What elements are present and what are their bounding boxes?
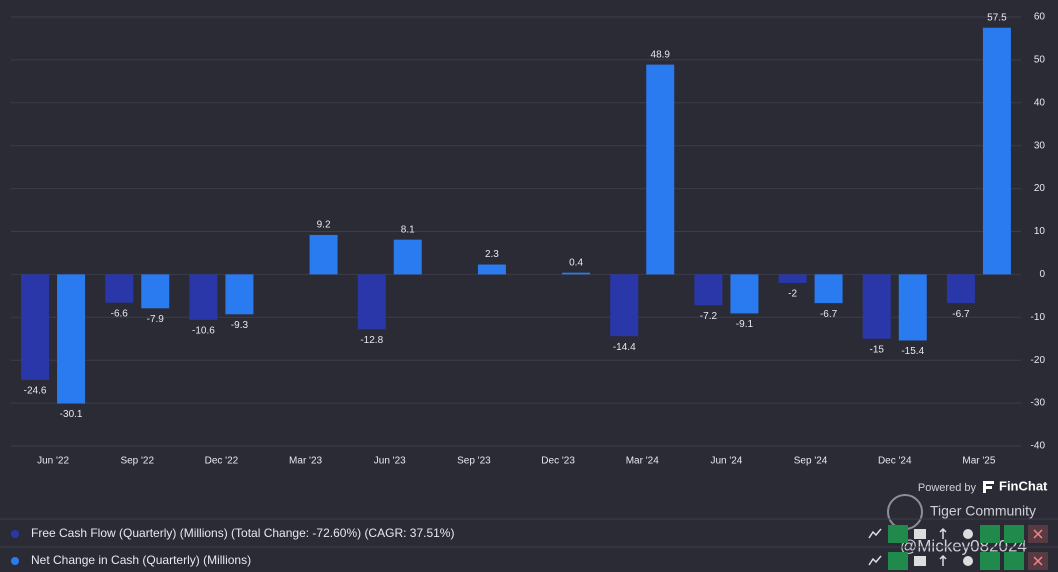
data-label: -6.6 <box>111 308 129 319</box>
brand-logo <box>983 481 994 493</box>
axis-icon[interactable] <box>914 556 926 566</box>
y-tick-label: -10 <box>1031 312 1046 323</box>
bar <box>898 274 927 341</box>
bar <box>357 274 386 330</box>
bar <box>309 234 338 275</box>
bar <box>21 274 50 380</box>
x-tick-label: Jun '22 <box>37 456 69 467</box>
chart-style-icon[interactable] <box>868 528 882 539</box>
y-tick-label: 30 <box>1034 140 1046 151</box>
data-label: 8.1 <box>401 224 415 235</box>
settings-icon[interactable] <box>963 556 973 566</box>
bar <box>862 274 891 339</box>
data-label: -14.4 <box>613 342 636 353</box>
y-tick-label: 20 <box>1034 183 1046 194</box>
data-label: -7.9 <box>147 314 165 325</box>
x-tick-label: Dec '24 <box>878 456 912 467</box>
watermark: Tiger Community <box>930 503 1036 519</box>
data-label: -6.7 <box>952 309 970 320</box>
brand: FinChat <box>999 478 1048 493</box>
x-tick-label: Dec '23 <box>541 456 575 467</box>
chart-style-icon[interactable] <box>868 555 882 566</box>
x-tick-label: Sep '23 <box>457 456 491 467</box>
x-tick-label: Mar '23 <box>289 456 322 467</box>
y-tick-label: 60 <box>1034 12 1046 23</box>
bar <box>189 274 218 320</box>
move-icon[interactable] <box>939 527 947 539</box>
y-tick-label: 40 <box>1034 97 1046 108</box>
legend: Free Cash Flow (Quarterly) (Millions) (T… <box>11 525 1048 570</box>
data-label: 2.3 <box>485 249 499 260</box>
bar <box>225 274 254 315</box>
data-label: -12.8 <box>360 335 383 346</box>
y-tick-label: 10 <box>1034 226 1046 237</box>
data-label: -30.1 <box>60 409 83 420</box>
data-label: -9.1 <box>736 319 754 330</box>
bar-icon-button[interactable] <box>888 552 908 570</box>
visibility-button[interactable] <box>1004 525 1024 543</box>
data-label: -7.2 <box>700 311 718 322</box>
tag-button[interactable] <box>980 552 1000 570</box>
data-label: 9.2 <box>317 220 331 231</box>
x-tick-label: Dec '22 <box>205 456 239 467</box>
remove-icon[interactable] <box>1033 556 1043 566</box>
y-tick-label: -30 <box>1031 398 1046 409</box>
legend-swatch <box>11 557 19 565</box>
y-tick-label: 50 <box>1034 55 1046 66</box>
move-icon[interactable] <box>939 554 947 566</box>
plot-area: -40 -30 -20 -10 0 10 20 30 40 50 60 Jun '22 -24.6 -30… <box>11 12 1045 467</box>
axis-icon[interactable] <box>914 529 926 539</box>
data-label: -6.7 <box>820 309 838 320</box>
y-tick-label: 0 <box>1039 269 1045 280</box>
data-label: 48.9 <box>651 49 671 60</box>
x-tick-label: Jun '24 <box>710 456 742 467</box>
legend-label: Net Change in Cash (Quarterly) (Millions… <box>31 553 251 567</box>
bar <box>393 239 422 275</box>
bar <box>814 274 843 304</box>
bar <box>982 27 1011 275</box>
legend-swatch <box>11 530 19 538</box>
data-label: -2 <box>788 289 797 300</box>
x-tick-label: Mar '24 <box>626 456 659 467</box>
bar <box>694 274 723 306</box>
data-label: -24.6 <box>24 386 47 397</box>
x-tick-label: Mar '25 <box>962 456 995 467</box>
data-label: -15 <box>870 344 885 355</box>
bar <box>477 264 506 275</box>
y-tick-label: -20 <box>1031 355 1046 366</box>
tag-button[interactable] <box>980 525 1000 543</box>
bar <box>646 64 675 275</box>
data-label: -10.6 <box>192 326 215 337</box>
legend-label: Free Cash Flow (Quarterly) (Millions) (T… <box>31 526 454 540</box>
remove-icon[interactable] <box>1033 529 1043 539</box>
x-tick-label: Sep '22 <box>120 456 154 467</box>
bar <box>141 274 170 309</box>
visibility-button[interactable] <box>1004 552 1024 570</box>
y-tick-label: -40 <box>1031 441 1046 452</box>
settings-icon[interactable] <box>963 529 973 539</box>
data-label: -15.4 <box>901 346 924 357</box>
bar <box>778 274 807 283</box>
credit: Powered by <box>918 482 977 494</box>
data-label: 57.5 <box>987 12 1007 23</box>
bar <box>946 274 975 304</box>
data-label: -9.3 <box>231 320 249 331</box>
bar <box>730 274 759 314</box>
x-tick-label: Jun '23 <box>374 456 406 467</box>
data-label: 0.4 <box>569 257 583 268</box>
bar <box>610 274 639 337</box>
bar-icon-button[interactable] <box>888 525 908 543</box>
bar <box>105 274 134 303</box>
bar <box>562 272 591 275</box>
x-tick-label: Sep '24 <box>794 456 828 467</box>
bar <box>57 274 86 404</box>
